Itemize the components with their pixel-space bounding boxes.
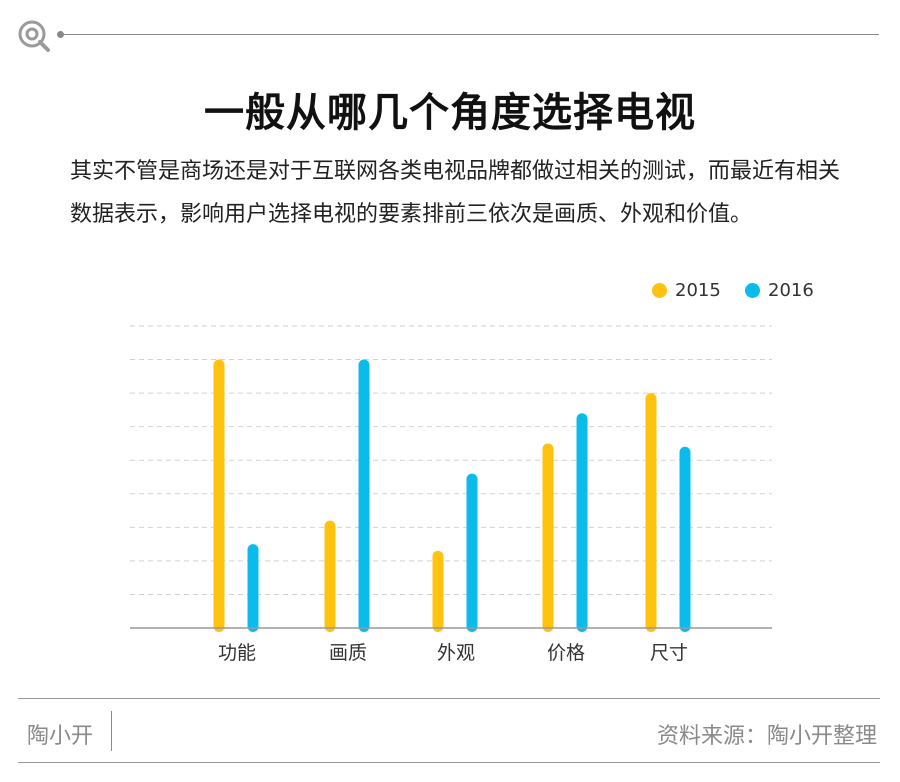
x-tick-label: 画质 [329,642,367,664]
top-divider [64,34,879,35]
bar-2016-3 [576,413,588,632]
bar-2015-2 [432,550,444,632]
footer-separator [111,711,112,751]
legend-label-2016: 2016 [768,280,814,301]
legend-swatch-2015 [652,283,667,298]
top-rule-dot [57,31,64,38]
bar-2015-4 [645,393,657,632]
bar-2016-1 [358,359,370,632]
description-text: 其实不管是商场还是对于互联网各类电视品牌都做过相关的测试，而最近有相关数据表示，… [70,159,841,227]
x-tick-label: 外观 [437,642,475,664]
legend-label-2015: 2015 [675,280,721,301]
bar-2015-0 [213,359,225,632]
legend-item-2016: 2016 [745,280,814,301]
footer-brand: 陶小开 [27,724,94,749]
x-tick-label: 价格 [547,642,585,664]
bar-2015-3 [542,443,554,632]
legend-swatch-2016 [745,283,760,298]
page-title: 一般从哪几个角度选择电视 [204,90,696,136]
bar-2016-4 [679,446,691,632]
legend-item-2015: 2015 [652,280,721,301]
bar-chart: 功能 画质 外观 价格 尺寸 [130,325,772,664]
bar-2016-2 [466,473,478,632]
footer-top-divider [18,698,880,699]
magnifier-q-icon [18,20,50,52]
bar-2016-0 [247,544,259,632]
footer-source: 资料来源：陶小开整理 [656,724,877,749]
x-tick-label: 功能 [218,642,256,664]
footer-bottom-divider [18,762,880,763]
x-tick-label: 尺寸 [650,642,688,664]
chart-legend: 2015 2016 [640,280,880,310]
bar-2015-1 [324,520,336,632]
